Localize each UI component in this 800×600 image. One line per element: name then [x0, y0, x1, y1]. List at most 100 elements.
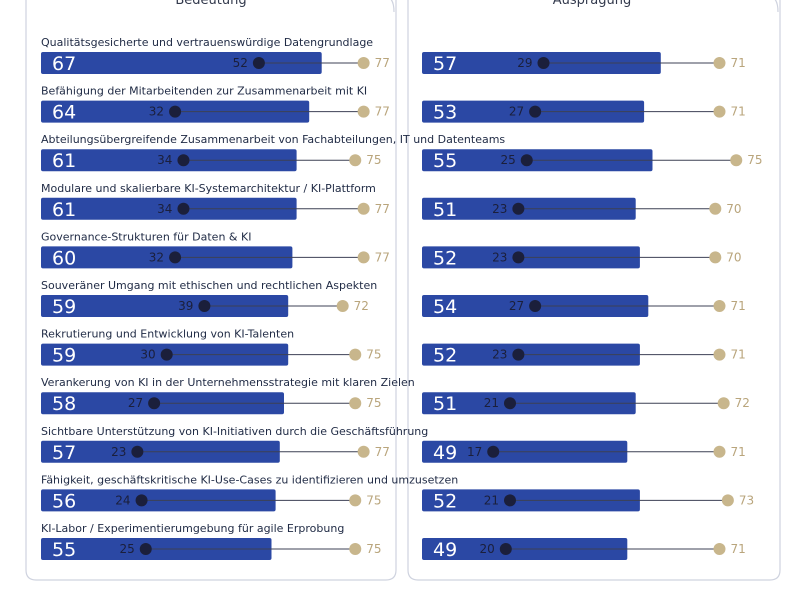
- max-value-0-10: 75: [366, 542, 381, 556]
- min-value-1-9: 21: [484, 493, 499, 507]
- max-dot-0-5: [336, 300, 349, 312]
- row-8: Sichtbare Unterstützung von KI-Initiativ…: [41, 425, 746, 464]
- max-value-1-1: 71: [730, 105, 745, 119]
- max-value-0-8: 77: [375, 445, 390, 459]
- min-value-0-3: 34: [157, 202, 172, 216]
- max-dot-1-2: [730, 154, 743, 167]
- min-value-0-0: 52: [233, 56, 248, 70]
- min-dot-1-4: [512, 251, 525, 264]
- panel-1-row-5: 54 27 71: [422, 295, 746, 318]
- panels: Bedeutung Ausprägung: [25, 0, 781, 581]
- min-dot-0-7: [148, 397, 161, 410]
- bar-value-1-7: 51: [433, 393, 457, 415]
- min-value-1-10: 20: [480, 542, 495, 556]
- max-dot-1-8: [713, 445, 726, 458]
- min-value-0-8: 23: [111, 445, 126, 459]
- min-dot-0-4: [169, 251, 182, 264]
- min-value-1-7: 21: [484, 396, 499, 410]
- bar-value-0-5: 59: [52, 296, 76, 318]
- max-dot-1-7: [717, 397, 730, 410]
- row-7: Verankerung von KI in der Unternehmensst…: [41, 376, 750, 415]
- max-dot-1-1: [713, 105, 726, 118]
- min-dot-0-10: [139, 543, 152, 555]
- bar-value-0-4: 60: [52, 247, 76, 269]
- panel-1-row-4: 52 23 70: [422, 246, 742, 269]
- panel-0-row-4: 60 32 77: [41, 246, 390, 269]
- max-dot-0-9: [349, 494, 362, 507]
- max-dot-0-8: [357, 445, 370, 458]
- min-value-1-6: 23: [492, 348, 507, 362]
- min-value-0-1: 32: [149, 105, 164, 119]
- bar-0-2: [41, 149, 297, 172]
- min-dot-1-6: [512, 348, 525, 361]
- panel-1-row-2: 55 25 75: [422, 149, 763, 172]
- bar-value-1-3: 51: [433, 199, 457, 221]
- min-dot-0-5: [198, 300, 211, 312]
- panel-header-0: Bedeutung: [175, 0, 246, 8]
- min-dot-0-6: [160, 348, 173, 361]
- bar-value-0-7: 58: [52, 393, 76, 415]
- bar-value-0-3: 61: [52, 199, 76, 221]
- bar-0-3: [41, 197, 297, 220]
- max-dot-0-1: [357, 105, 370, 118]
- min-dot-1-9: [503, 494, 516, 507]
- panel-1-row-10: 49 20 71: [422, 538, 746, 561]
- category-label-0: Qualitätsgesicherte und vertrauenswürdig…: [41, 36, 373, 49]
- max-value-0-6: 75: [366, 348, 381, 362]
- panel-0-row-8: 57 23 77: [41, 440, 390, 464]
- min-dot-1-3: [512, 202, 525, 215]
- row-9: Fähigkeit, geschäftskritische KI-Use-Cas…: [41, 473, 754, 512]
- bar-value-1-6: 52: [433, 345, 457, 367]
- bar-value-0-0: 67: [52, 53, 76, 75]
- max-value-0-5: 72: [354, 299, 369, 313]
- min-dot-1-2: [520, 154, 533, 167]
- max-value-0-9: 75: [366, 493, 381, 507]
- row-4: Governance-Strukturen für Daten & KI 60 32…: [41, 230, 742, 269]
- panel-0-row-3: 61 34 77: [41, 197, 390, 221]
- max-value-1-5: 71: [730, 299, 745, 313]
- panel-1-row-3: 51 23 70: [422, 197, 742, 221]
- min-dot-1-5: [529, 300, 542, 312]
- bar-value-1-4: 52: [433, 247, 457, 269]
- category-label-2: Abteilungsübergreifende Zusammenarbeit v…: [41, 133, 505, 146]
- max-dot-1-3: [709, 202, 722, 215]
- max-value-1-4: 70: [726, 250, 741, 264]
- bar-value-1-0: 57: [433, 53, 457, 75]
- category-label-10: KI-Labor / Experimentierumgebung für agi…: [41, 522, 344, 535]
- max-value-1-0: 71: [730, 56, 745, 70]
- panel-frame-0: [25, 0, 397, 581]
- panel-1-row-7: 51 21 72: [422, 392, 750, 415]
- min-dot-0-9: [135, 494, 148, 507]
- category-label-3: Modulare und skalierbare KI-Systemarchit…: [41, 182, 376, 195]
- row-5: Souveräner Umgang mit ethischen und rech…: [41, 279, 746, 318]
- panel-0-row-1: 64 32 77: [41, 100, 390, 124]
- category-label-9: Fähigkeit, geschäftskritische KI-Use-Cas…: [41, 473, 458, 486]
- category-label-5: Souveräner Umgang mit ethischen und rech…: [41, 279, 377, 292]
- panel-0-row-5: 59 39 72: [41, 295, 369, 318]
- max-value-1-8: 71: [730, 445, 745, 459]
- max-value-0-1: 77: [375, 105, 390, 119]
- max-value-0-3: 77: [375, 202, 390, 216]
- min-dot-0-2: [177, 154, 190, 167]
- min-dot-1-8: [487, 445, 500, 458]
- bar-value-0-9: 56: [52, 490, 76, 512]
- min-value-1-1: 27: [509, 105, 524, 119]
- category-label-1: Befähigung der Mitarbeitenden zur Zusamm…: [41, 85, 367, 98]
- min-dot-1-10: [499, 543, 512, 555]
- row-2: Abteilungsübergreifende Zusammenarbeit v…: [41, 133, 763, 172]
- row-6: Rekrutierung und Entwicklung von KI-Tale…: [41, 328, 746, 367]
- bar-value-1-10: 49: [433, 539, 457, 561]
- max-dot-0-2: [349, 154, 362, 167]
- min-value-1-3: 23: [492, 202, 507, 216]
- max-dot-1-10: [713, 543, 726, 555]
- min-dot-1-1: [529, 105, 542, 118]
- bar-value-0-1: 64: [52, 102, 76, 124]
- max-value-0-0: 77: [375, 56, 390, 70]
- min-value-1-8: 17: [467, 445, 482, 459]
- min-value-0-2: 34: [157, 153, 172, 167]
- panel-header-1: Ausprägung: [553, 0, 631, 8]
- min-value-0-7: 27: [128, 396, 143, 410]
- panel-0-row-2: 61 34 75: [41, 149, 382, 172]
- max-value-1-9: 73: [739, 493, 754, 507]
